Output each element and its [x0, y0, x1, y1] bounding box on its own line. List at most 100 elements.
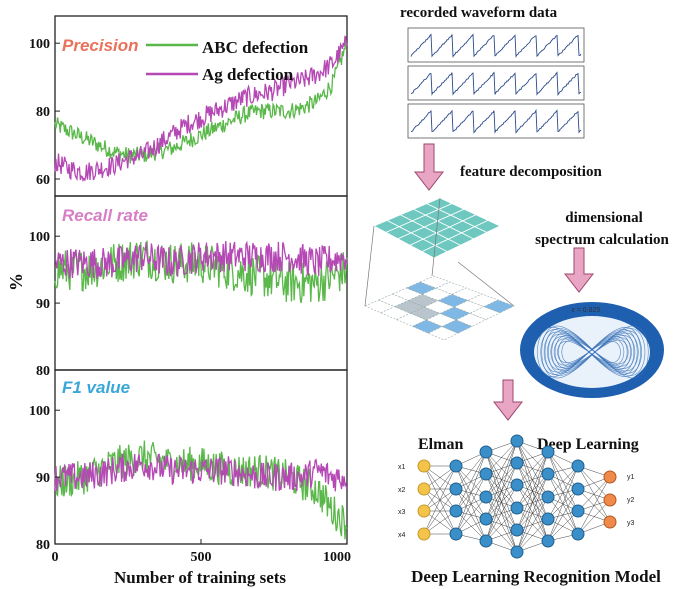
network-edge: [516, 451, 549, 486]
network-edge: [547, 465, 579, 520]
input-x4: x4: [398, 532, 406, 539]
network-edge: [455, 451, 487, 490]
network-node: [510, 545, 524, 559]
attractor-curve: [536, 327, 642, 377]
arrow-down-1: [413, 143, 445, 191]
network-node: [510, 456, 524, 470]
network-node: [541, 512, 555, 526]
network-edge: [516, 518, 549, 553]
series-line-abc: [54, 440, 348, 540]
feature-cell: [473, 219, 501, 233]
network-node: [603, 515, 617, 529]
network-edge: [423, 465, 457, 512]
network-node: [541, 534, 555, 548]
f1-title: F1 value: [62, 378, 130, 397]
network-node: [449, 504, 463, 518]
waveform-panels: [407, 27, 585, 139]
network-edge: [516, 451, 549, 509]
network-edge: [455, 510, 487, 542]
y-tick-label: 100: [29, 230, 50, 245]
network-node: [510, 434, 524, 448]
network-node: [571, 482, 585, 496]
spectrum-value: ε = 0.825: [572, 307, 601, 314]
y-tick-label: 80: [36, 105, 50, 120]
recall-lines: [54, 240, 348, 304]
network-node: [541, 467, 555, 481]
waveform-title: recorded waveform data: [400, 5, 558, 21]
x-axis-label: Number of training sets: [114, 568, 286, 587]
feature-decomposition-label: feature decomposition: [460, 164, 602, 180]
network-edge: [485, 440, 518, 475]
attractor-curves: [536, 325, 649, 379]
chart-panels: 60 80 100 80 90 100 80 90 100 Precision Recall…: [6, 15, 351, 587]
precision-title: Precision: [62, 36, 139, 55]
network-edge: [547, 451, 579, 490]
dimensional-label: dimensional: [565, 210, 643, 226]
precision-y-ticks: 60 80 100: [29, 37, 60, 188]
network-node: [417, 459, 431, 473]
network-node: [571, 527, 585, 541]
f1-lines: [54, 440, 348, 540]
network-edge: [423, 465, 457, 490]
network-node: [417, 504, 431, 518]
x-tick-0: 0: [52, 550, 59, 565]
network-edge: [547, 510, 579, 542]
waveform-trace-2: [410, 71, 582, 97]
y-tick-label: 100: [29, 404, 50, 419]
network-edge: [485, 507, 518, 542]
network-node: [449, 482, 463, 496]
network-node: [479, 534, 493, 548]
waveform-trace-1: [410, 33, 582, 58]
legend: ABC defection Ag defection: [146, 38, 309, 84]
network-node: [510, 501, 524, 515]
network-node: [541, 445, 555, 459]
network-node: [603, 493, 617, 507]
network-edge: [516, 451, 549, 553]
network-node: [541, 490, 555, 504]
f1-y-ticks: 80 90 100: [29, 404, 60, 553]
y-tick-label: 100: [29, 37, 50, 52]
y-tick-label: 60: [36, 173, 50, 188]
network-edge: [547, 488, 579, 542]
network-node: [417, 527, 431, 541]
y-tick-label: 90: [36, 471, 50, 486]
network-edge: [485, 440, 518, 498]
network-edge: [577, 476, 611, 512]
network-edge: [485, 440, 518, 542]
network-edge: [516, 496, 549, 553]
network-node: [479, 512, 493, 526]
network-edge: [485, 462, 518, 542]
waveform-box-3: [407, 103, 585, 139]
waveform-box-2: [407, 65, 585, 101]
legend-ag-label: Ag defection: [202, 65, 294, 84]
network-edge: [516, 451, 549, 531]
output-y2: y2: [627, 497, 635, 504]
y-tick-label: 80: [36, 538, 50, 553]
network-edge: [455, 451, 487, 512]
input-x2: x2: [398, 487, 406, 494]
output-y3: y3: [627, 520, 635, 527]
output-y1: y1: [627, 474, 635, 481]
network-edge: [485, 484, 518, 542]
network-node: [417, 482, 431, 496]
network-edge: [485, 440, 518, 520]
network-node: [449, 459, 463, 473]
series-line-abc: [54, 39, 348, 164]
recall-y-ticks: 80 90 100: [29, 230, 60, 379]
arrow-down-2: [563, 247, 595, 293]
network-edge: [547, 465, 579, 542]
spectrum-plot: ε = 0.825: [520, 302, 664, 398]
feature-grid-projection: [364, 197, 515, 307]
waveform-box-1: [407, 27, 585, 63]
spectrum-calculation-label: spectrum calculation: [535, 232, 669, 248]
network-edge: [455, 451, 487, 535]
network-edge: [455, 496, 487, 535]
series-line-ag: [54, 240, 348, 279]
feature-grid-bottom: [364, 275, 515, 341]
deep-learning-label: Deep Learning: [537, 436, 639, 453]
network-edge: [423, 510, 457, 535]
series-line-ag: [54, 35, 348, 183]
network-edge: [423, 488, 457, 535]
network-node: [479, 490, 493, 504]
